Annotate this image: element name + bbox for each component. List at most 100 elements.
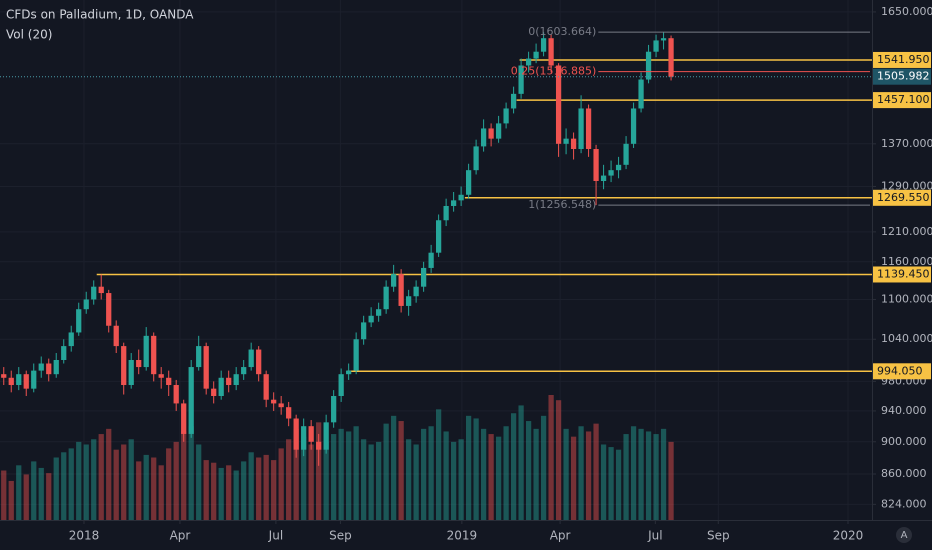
- volume-bar: [391, 415, 397, 520]
- volume-bar: [98, 434, 104, 520]
- candle-body: [623, 143, 629, 165]
- x-tick-label: Sep: [329, 529, 352, 543]
- candle-body: [188, 367, 194, 434]
- volume-bar: [316, 422, 322, 520]
- fib-layer: 0(1603.664) 0.25(1516.885) 1(1256.548): [0, 25, 872, 211]
- volume-bar: [16, 465, 22, 520]
- candle-body: [293, 418, 299, 450]
- candle-body: [16, 374, 22, 386]
- candle-body: [518, 65, 524, 94]
- candle-body: [91, 286, 97, 300]
- volume-bar: [645, 431, 652, 520]
- volume-bar: [338, 428, 344, 520]
- volume-layer: [1, 395, 674, 520]
- candle-body: [563, 138, 569, 144]
- volume-bar: [293, 428, 299, 520]
- candle-body: [143, 335, 149, 368]
- volume-bar: [128, 439, 134, 520]
- volume-bar: [263, 454, 269, 520]
- candle-body: [38, 363, 44, 371]
- candle-body: [421, 267, 427, 287]
- candle-body: [495, 123, 502, 139]
- volume-bar: [428, 426, 434, 520]
- volume-bar: [353, 426, 359, 520]
- candle-body: [615, 164, 622, 171]
- volume-bar: [256, 457, 262, 520]
- candle-body: [368, 315, 374, 323]
- volume-bar: [136, 461, 142, 520]
- volume-bar: [241, 461, 247, 520]
- fib-label: 1(1256.548): [528, 198, 596, 211]
- volume-bar: [563, 428, 569, 520]
- x-tick-label: Jul: [647, 529, 662, 543]
- autoscale-label[interactable]: A: [901, 530, 908, 541]
- volume-bar: [376, 441, 382, 520]
- candles-layer: [1, 32, 674, 466]
- y-tick-label: 940.000: [881, 404, 927, 417]
- volume-bar: [668, 441, 674, 520]
- volume-bar: [488, 434, 494, 520]
- volume-bar: [31, 461, 37, 520]
- volume-bar: [660, 428, 667, 520]
- level-label-box: [873, 189, 931, 206]
- volume-bar: [623, 434, 629, 520]
- candle-body: [308, 426, 314, 442]
- candle-body: [473, 146, 479, 171]
- candle-body: [173, 385, 179, 404]
- volume-bar: [421, 428, 427, 520]
- candle-body: [578, 108, 584, 150]
- candle-body: [398, 274, 404, 306]
- candle-body: [458, 194, 464, 201]
- candle-body: [151, 335, 157, 375]
- volume-bar: [218, 467, 224, 520]
- candle-body: [346, 370, 352, 375]
- volume-bar: [196, 444, 202, 520]
- candle-body: [600, 175, 607, 182]
- volume-bar: [308, 444, 314, 520]
- candle-body: [653, 40, 659, 52]
- volume-bar: [83, 444, 89, 520]
- autoscale-button[interactable]: [896, 527, 912, 543]
- volume-bar: [510, 413, 517, 520]
- x-tick-label: Apr: [550, 529, 571, 543]
- volume-bar: [233, 470, 239, 520]
- candle-body: [226, 377, 232, 386]
- volume-bar: [413, 444, 419, 520]
- x-tick-label: 2020: [833, 529, 864, 543]
- volume-bar: [443, 431, 449, 520]
- level-label-box: [873, 363, 931, 380]
- volume-title: Vol (20): [6, 28, 52, 42]
- fib-label: 0.25(1516.885): [511, 65, 597, 78]
- candle-body: [436, 220, 442, 253]
- volume-bar: [53, 457, 59, 520]
- fib-label: 0(1603.664): [528, 25, 596, 38]
- x-tick-label: Jul: [268, 529, 283, 543]
- candle-body: [353, 339, 359, 371]
- candle-body: [233, 374, 239, 386]
- chart-title: CFDs on Palladium, 1D, OANDA: [6, 8, 194, 22]
- candle-body: [376, 309, 382, 316]
- volume-bar: [495, 436, 502, 520]
- volume-bar: [38, 467, 44, 520]
- candle-body: [570, 138, 577, 150]
- candle-body: [76, 309, 82, 333]
- volume-bar: [615, 449, 622, 520]
- y-tick-label: 860.000: [881, 467, 927, 480]
- candle-body: [450, 200, 457, 206]
- volume-bar: [630, 426, 637, 520]
- volume-bar: [68, 448, 74, 520]
- x-tick-label: 2018: [69, 529, 100, 543]
- volume-bar: [533, 428, 539, 520]
- candle-body: [1, 374, 7, 378]
- volume-bar: [473, 418, 479, 520]
- candle-body: [630, 108, 637, 144]
- candle-body: [548, 38, 554, 66]
- candle-body: [555, 65, 562, 144]
- volume-bar: [46, 473, 52, 520]
- volume-bar: [368, 444, 374, 520]
- volume-bar: [406, 439, 412, 520]
- volume-bar: [226, 465, 232, 520]
- candle-body: [166, 377, 172, 386]
- candle-body: [660, 38, 667, 41]
